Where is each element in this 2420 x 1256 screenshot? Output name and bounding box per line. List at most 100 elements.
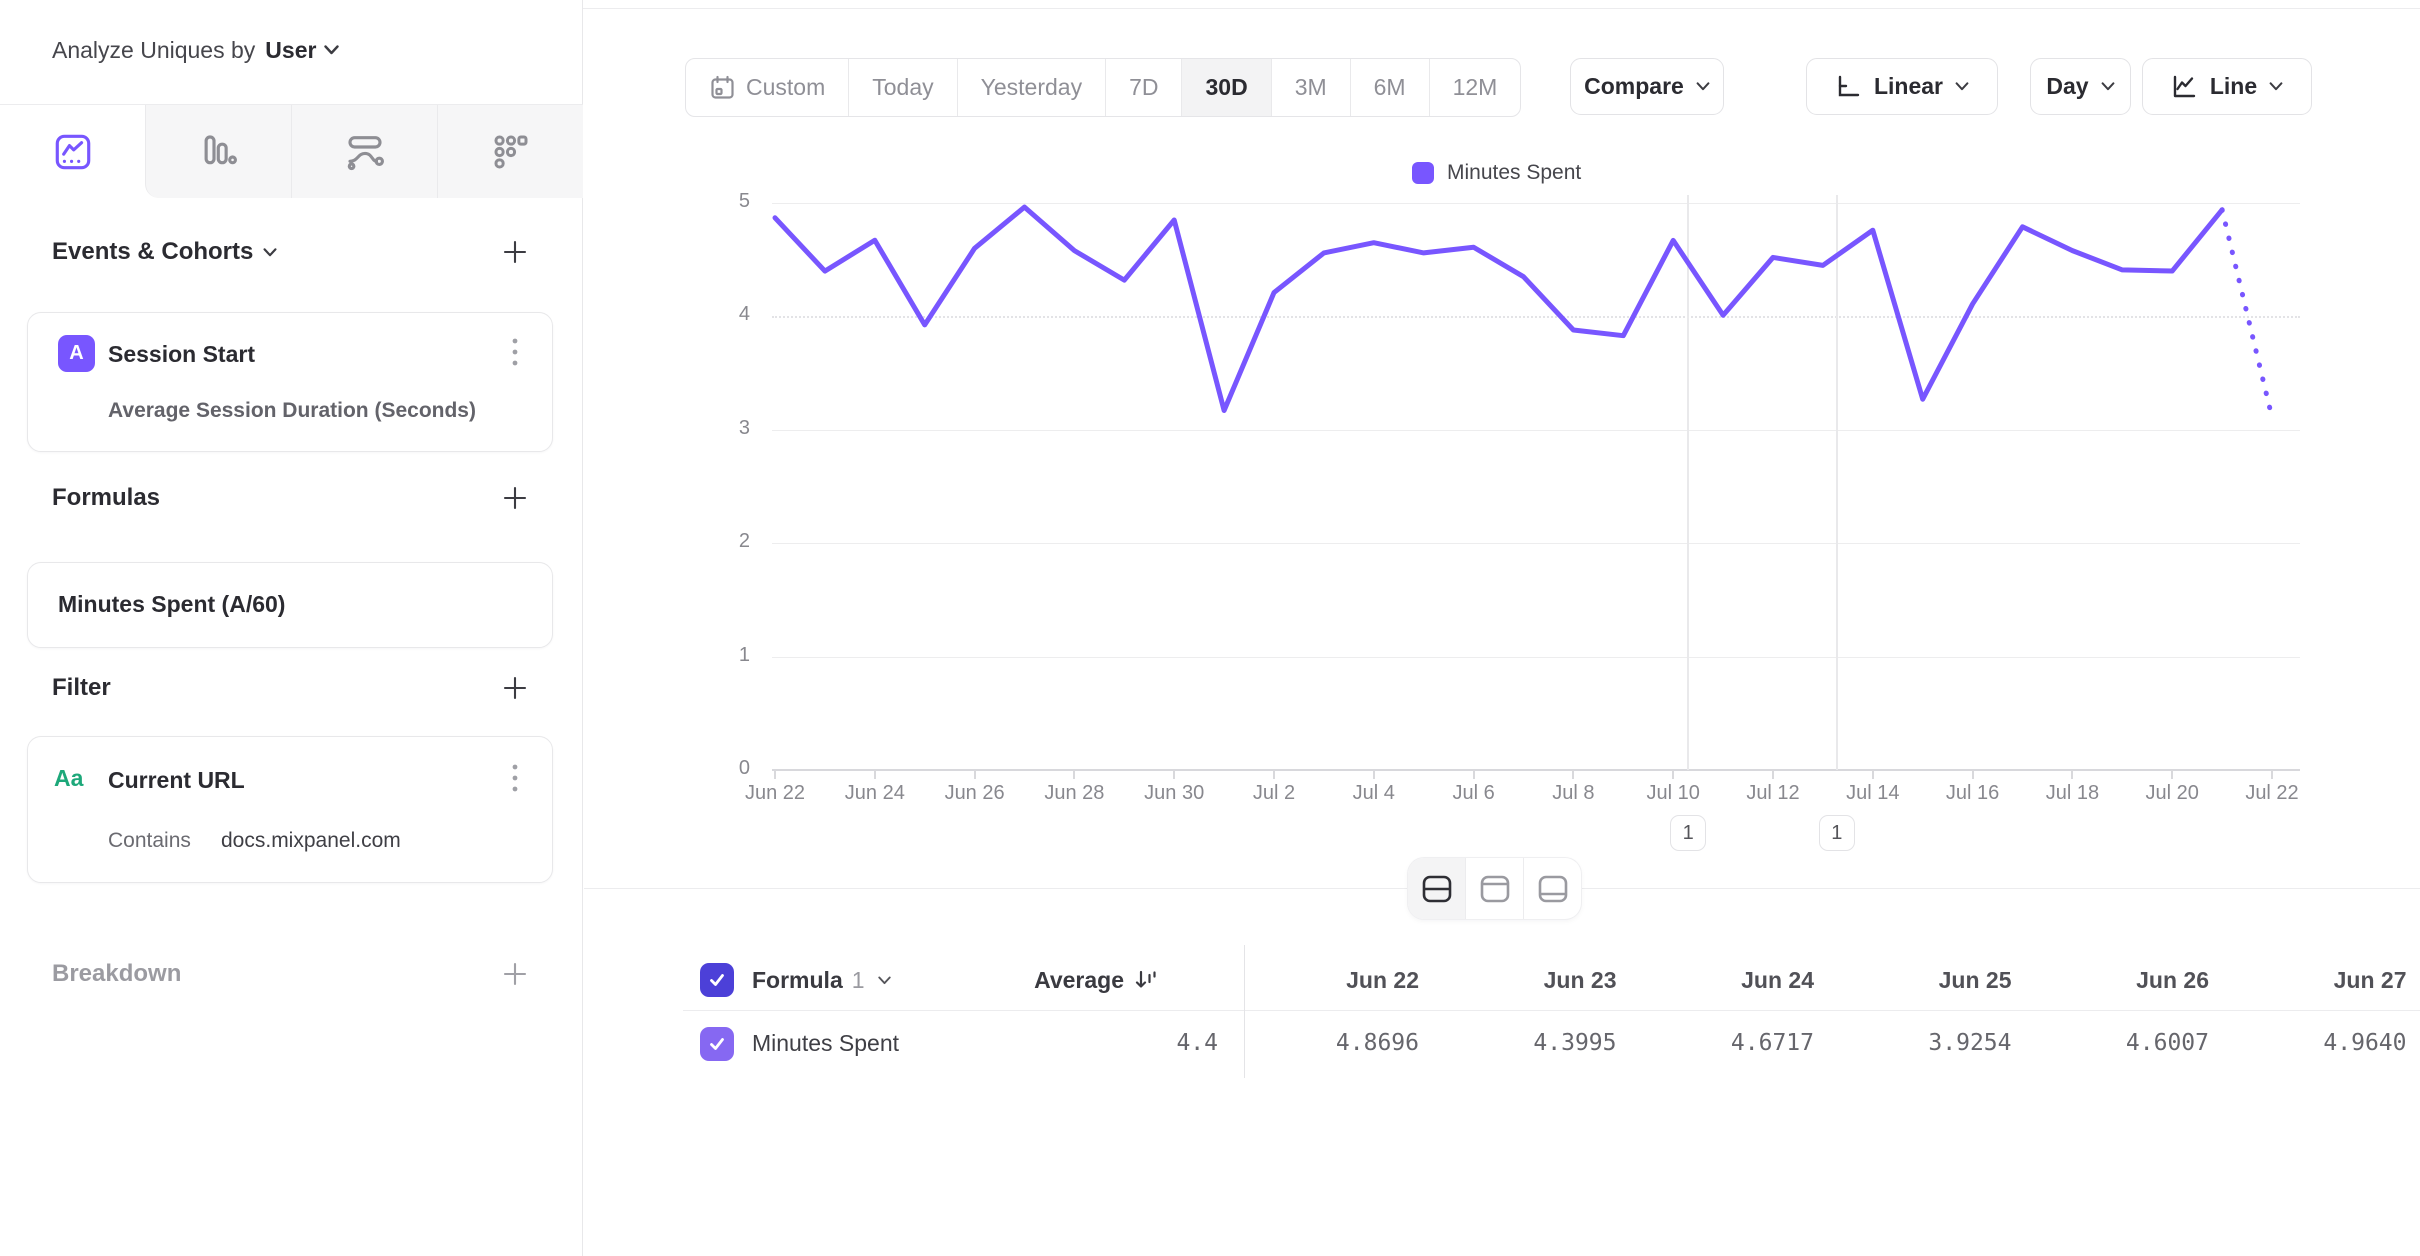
gridline-y1 — [772, 656, 2300, 658]
event-options-button[interactable] — [500, 335, 530, 369]
layout-split-button[interactable] — [1408, 858, 1466, 919]
interval-dropdown[interactable]: Day — [2030, 58, 2131, 115]
x-axis-tick — [2071, 770, 2074, 779]
kebab-menu-icon — [512, 338, 518, 366]
chevron-down-icon[interactable] — [263, 247, 277, 257]
checkmark-icon — [710, 974, 724, 986]
range-12m[interactable]: 12M — [1430, 59, 1521, 116]
range-custom[interactable]: Custom — [686, 59, 850, 116]
average-value: 4.4 — [1176, 1030, 1218, 1056]
series-line-incomplete-segment — [2219, 207, 2275, 420]
formulas-section-header: Formulas — [52, 478, 532, 518]
date-range-control: Custom Today Yesterday 7D 30D 3M 6M 12M — [685, 58, 1522, 117]
average-column-header[interactable]: Average — [960, 950, 1160, 1010]
formula-group-header[interactable]: Formula 1 — [752, 950, 891, 1010]
chevron-down-icon — [1955, 82, 1969, 91]
table-header-divider — [683, 1010, 2420, 1011]
table-header-jun-24[interactable]: Jun 24 — [1741, 967, 1814, 993]
x-axis-label-jun-26: Jun 26 — [944, 782, 1005, 804]
series-checkbox[interactable] — [700, 1027, 734, 1061]
scale-dropdown[interactable]: Linear — [1806, 58, 1998, 115]
table-header-jun-23[interactable]: Jun 23 — [1543, 967, 1617, 993]
filter-section-header: Filter — [52, 668, 532, 708]
insights-chart-icon — [55, 134, 90, 169]
query-builder-sidebar: Analyze Uniques by User — [0, 0, 583, 1256]
x-axis-tick — [2271, 770, 2273, 779]
y-axis-label-0: 0 — [738, 757, 750, 779]
events-title-text: Events & Cohorts — [52, 238, 254, 265]
line-chart-icon — [2173, 75, 2196, 98]
formula-card[interactable]: Minutes Spent (A/60) — [27, 562, 553, 648]
x-axis-tick — [1073, 770, 1076, 779]
checkmark-icon — [710, 1038, 724, 1050]
add-formula-button[interactable] — [498, 481, 532, 515]
analyze-by-value: User — [265, 36, 317, 63]
range-6m[interactable]: 6M — [1351, 59, 1430, 116]
tab-funnels-bars[interactable] — [145, 105, 291, 198]
event-aggregation[interactable]: Average Session Duration (Seconds) — [108, 399, 476, 422]
x-axis-tick — [873, 770, 876, 779]
tab-retention[interactable] — [437, 105, 583, 198]
range-label: 30D — [1205, 74, 1248, 100]
analyze-by-dropdown[interactable]: User — [265, 36, 340, 64]
table-header-jun-22[interactable]: Jun 22 — [1346, 967, 1419, 993]
table-column-divider — [1244, 945, 1245, 1078]
gridline-y3 — [772, 429, 2300, 431]
formulas-section-title: Formulas — [52, 484, 161, 511]
range-7d[interactable]: 7D — [1106, 59, 1183, 116]
sidebar-divider — [0, 104, 583, 105]
filter-operator[interactable]: Contains — [108, 829, 191, 852]
filter-value[interactable]: docs.mixpanel.com — [221, 829, 401, 852]
filter-options-button[interactable] — [500, 761, 530, 795]
range-30d[interactable]: 30D — [1182, 59, 1272, 116]
add-breakdown-button[interactable] — [498, 957, 532, 991]
x-axis-label-jul-20: Jul 20 — [2145, 782, 2199, 804]
range-label: Yesterday — [980, 74, 1083, 100]
flow-icon — [347, 135, 384, 170]
table-header-jun-26[interactable]: Jun 26 — [2136, 967, 2209, 993]
chart-type-dropdown[interactable]: Line — [2142, 58, 2312, 115]
formula-name: Minutes Spent (A/60) — [58, 591, 286, 617]
average-header-label: Average — [1034, 966, 1124, 993]
annotation-badge-2[interactable]: 1 — [1818, 815, 1855, 851]
range-3m[interactable]: 3M — [1272, 59, 1351, 116]
linear-scale-icon — [1838, 75, 1860, 97]
table-value-jun-26: 4.6007 — [2125, 1030, 2209, 1056]
add-event-button[interactable] — [498, 235, 532, 269]
compare-label: Compare — [1584, 73, 1684, 99]
x-axis-tick — [2171, 770, 2174, 779]
tab-insights-line[interactable] — [0, 105, 145, 198]
chevron-down-icon — [1696, 82, 1710, 91]
range-today[interactable]: Today — [849, 59, 958, 116]
x-axis-label-jun-24: Jun 24 — [844, 782, 905, 804]
x-axis-line — [772, 769, 2300, 771]
x-axis-tick — [1472, 770, 1475, 779]
table-header-jun-25[interactable]: Jun 25 — [1938, 967, 2012, 993]
series-row-label: Minutes Spent — [752, 1029, 900, 1056]
range-label: 7D — [1129, 74, 1159, 100]
x-axis-label-jul-8: Jul 8 — [1552, 782, 1595, 804]
calendar-icon — [711, 75, 734, 99]
chevron-down-icon — [2101, 82, 2114, 91]
compare-button[interactable]: Compare — [1570, 58, 1724, 115]
layout-chart-only-button[interactable] — [1466, 858, 1524, 919]
analyze-uniques-row: Analyze Uniques by User — [52, 30, 340, 70]
layout-table-only-button[interactable] — [1524, 858, 1581, 919]
chart-type-tabs — [0, 105, 583, 198]
scale-label: Linear — [1873, 73, 1944, 99]
tab-flows[interactable] — [291, 105, 437, 198]
table-value-jun-25: 3.9254 — [1928, 1030, 2012, 1056]
events-section-title: Events & Cohorts — [52, 238, 277, 266]
range-yesterday[interactable]: Yesterday — [958, 59, 1107, 116]
filter-card-current-url[interactable]: Aa Current URL Contains docs.mixpanel.co… — [27, 736, 553, 883]
plus-icon — [503, 486, 527, 510]
chevron-down-icon — [324, 45, 340, 55]
select-all-checkbox[interactable] — [700, 963, 734, 997]
add-filter-button[interactable] — [498, 671, 532, 705]
annotation-badge-1[interactable]: 1 — [1670, 815, 1707, 851]
event-card-session-start[interactable]: A Session Start Average Session Duration… — [27, 312, 553, 452]
chart-legend[interactable]: Minutes Spent — [1412, 161, 1581, 185]
bar-chart-icon — [204, 134, 237, 164]
x-axis-label-jun-30: Jun 30 — [1144, 782, 1205, 804]
table-header-jun-27[interactable]: Jun 27 — [2333, 967, 2407, 993]
